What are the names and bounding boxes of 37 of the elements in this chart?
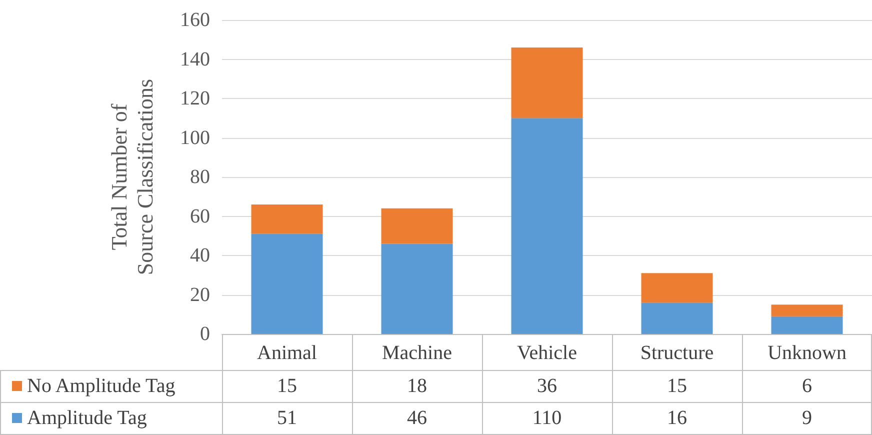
y-tick-label: 100: [180, 126, 210, 149]
data-label: 15: [276, 374, 298, 398]
legend-label: No Amplitude Tag: [27, 375, 176, 397]
bar: [641, 273, 713, 303]
x-tick-label: Structure: [640, 342, 714, 364]
y-tick-label: 60: [190, 205, 210, 228]
bar: [641, 302, 713, 334]
bar: [771, 316, 843, 334]
x-tick-label: Machine: [382, 342, 452, 364]
x-tick-label: Vehicle: [517, 342, 578, 364]
bar: [511, 118, 583, 334]
bar: [251, 204, 323, 234]
data-label: 9: [801, 406, 813, 430]
x-tick-label: Animal: [257, 342, 318, 364]
data-label: 46: [406, 406, 428, 430]
y-tick-label: 120: [180, 88, 210, 110]
y-tick-label: 0: [200, 323, 210, 345]
y-tick-label: 140: [180, 48, 210, 70]
data-label: 15: [666, 374, 688, 398]
x-tick-label: Unknown: [768, 342, 846, 364]
y-axis-title: Total Number of Source Classifications: [106, 78, 158, 276]
legend-label: Amplitude Tag: [27, 407, 147, 429]
data-label: 16: [666, 406, 688, 430]
bar: [381, 208, 453, 244]
y-tick-label: 40: [190, 244, 210, 266]
bar: [771, 304, 843, 316]
y-tick-label: 80: [190, 166, 210, 188]
data-label: 36: [536, 374, 558, 398]
data-label: 18: [406, 374, 428, 398]
y-tick-label: 20: [190, 284, 210, 306]
data-label: 6: [801, 374, 813, 398]
data-label: 110: [531, 406, 563, 430]
bar: [511, 47, 583, 118]
bar: [381, 244, 453, 334]
y-tick-label: 160: [180, 9, 210, 31]
data-label: 51: [276, 406, 298, 430]
bar: [251, 234, 323, 334]
